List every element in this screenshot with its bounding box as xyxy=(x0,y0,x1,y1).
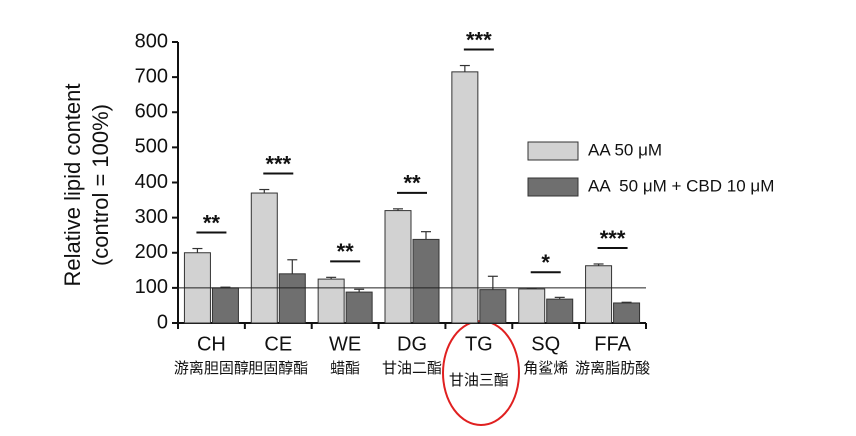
y-tick-label: 800 xyxy=(135,30,168,52)
significance: ** xyxy=(403,171,421,196)
bar xyxy=(518,288,546,324)
annotation: 胆固醇酯 xyxy=(248,360,308,377)
x-tick-label: CH xyxy=(197,333,226,355)
y-tick-label: 500 xyxy=(135,136,168,158)
y-tick-label: 100 xyxy=(135,276,168,298)
y-tick-label: 700 xyxy=(135,65,168,87)
x-tick-label: CE xyxy=(264,333,292,355)
annotation: 游离脂肪酸 xyxy=(575,360,650,377)
bar xyxy=(211,287,239,324)
significance: *** xyxy=(600,226,626,251)
legend-swatch xyxy=(527,141,579,161)
annotation: 甘油二酯 xyxy=(382,360,442,377)
bar xyxy=(250,192,278,324)
bar xyxy=(546,298,574,324)
bar xyxy=(412,238,440,324)
y-tick-label: 300 xyxy=(135,206,168,228)
significance: *** xyxy=(265,151,291,176)
y-tick-label: 0 xyxy=(157,311,168,333)
y-label-line: Relative lipid content xyxy=(60,83,85,286)
significance: ** xyxy=(337,239,355,264)
y-tick-label: 200 xyxy=(135,241,168,263)
significance: * xyxy=(541,250,550,275)
legend-label: AA 50 μM xyxy=(588,140,662,159)
bar xyxy=(451,71,479,324)
legend-label: AA 50 μM + CBD 10 μM xyxy=(588,176,774,195)
bar xyxy=(479,289,507,324)
bar xyxy=(585,265,613,324)
significance: ** xyxy=(203,210,221,235)
y-tick-label: 600 xyxy=(135,101,168,123)
annotation: 角鲨烯 xyxy=(523,360,568,377)
bar xyxy=(613,302,641,324)
x-tick-label: TG xyxy=(465,333,493,355)
y-label-line: (control = 100%) xyxy=(88,104,113,266)
legend-swatch xyxy=(527,177,579,197)
x-tick-label: DG xyxy=(397,333,427,355)
x-tick-label: FFA xyxy=(594,333,631,355)
bar xyxy=(345,291,373,324)
bar xyxy=(278,273,306,324)
y-label: Relative lipid content (control = 100%) xyxy=(60,83,113,286)
bar xyxy=(317,278,345,324)
x-tick-label: SQ xyxy=(531,333,560,355)
significance: *** xyxy=(466,27,492,52)
x-tick-label: WE xyxy=(329,333,361,355)
bar xyxy=(384,210,412,324)
annotation: 游离胆固醇 xyxy=(174,360,249,377)
y-tick-label: 400 xyxy=(135,171,168,193)
annotation: 蜡酯 xyxy=(330,360,360,377)
annotation: 甘油三酯 xyxy=(449,372,509,389)
